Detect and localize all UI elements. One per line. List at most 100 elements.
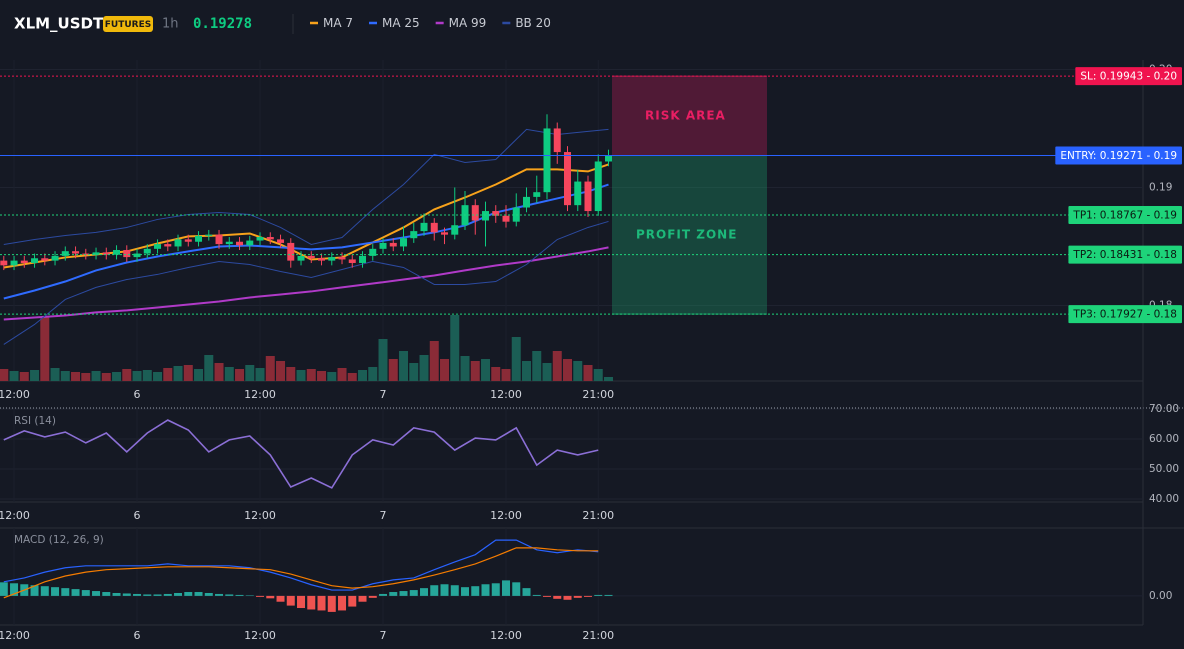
histogram-bar	[51, 587, 60, 596]
histogram-bar	[143, 594, 152, 596]
x-tick-label: 21:00	[582, 509, 614, 522]
volume-bar	[276, 361, 286, 381]
histogram-bar	[174, 592, 183, 596]
histogram-bar	[133, 593, 142, 596]
volume-bar	[101, 373, 111, 381]
histogram-bar	[471, 586, 480, 596]
histogram-bar	[532, 594, 541, 596]
candle-body	[133, 253, 141, 258]
volume-bar	[50, 368, 60, 381]
last-price: 0.19278	[193, 16, 252, 32]
histogram-bar	[307, 595, 316, 610]
level-label: ENTRY: 0.19271 - 0.19	[1060, 150, 1177, 162]
histogram-bar	[594, 594, 603, 596]
histogram-bar	[0, 582, 8, 596]
volume-bar	[552, 351, 562, 381]
volume-bar	[265, 356, 275, 381]
histogram-bar	[584, 595, 593, 597]
volume-bar	[91, 371, 101, 381]
histogram-bar	[235, 594, 244, 596]
histogram-bar	[420, 588, 429, 596]
volume-bar	[71, 372, 81, 381]
histogram-bar	[409, 590, 418, 596]
candle-body	[369, 248, 377, 256]
histogram-bar	[204, 592, 213, 596]
volume-bar	[183, 365, 193, 381]
volume-bar	[573, 361, 583, 381]
y-tick-label: 70.00	[1149, 403, 1179, 415]
candle-body	[533, 192, 541, 197]
histogram-bar	[450, 585, 459, 596]
histogram-bar	[40, 586, 49, 596]
histogram-bar	[573, 595, 582, 598]
candle-body	[92, 252, 100, 255]
candle-body	[41, 258, 49, 261]
histogram-bar	[440, 584, 449, 596]
volume-bar	[358, 370, 368, 381]
volume-bar	[40, 317, 50, 381]
candle-body	[61, 251, 69, 256]
x-tick-label: 6	[134, 629, 141, 642]
volume-bar	[440, 359, 450, 381]
volume-bar	[0, 369, 9, 381]
volume-bar	[9, 371, 19, 381]
candle-body	[277, 239, 285, 243]
volume-bar	[481, 359, 491, 381]
volume-bar	[204, 355, 214, 381]
volume-bar	[235, 369, 245, 381]
volume-bar	[296, 370, 306, 381]
candle-body	[266, 237, 274, 240]
histogram-bar	[10, 583, 19, 596]
zone-label: PROFIT ZONE	[636, 227, 737, 241]
candle-body	[400, 238, 408, 247]
x-tick-label: 12:00	[490, 629, 522, 642]
candle-body	[553, 128, 561, 153]
zone	[612, 76, 767, 156]
volume-bar	[470, 361, 480, 381]
candle-body	[205, 234, 213, 236]
candle-body	[348, 259, 356, 263]
level-label-bg	[1068, 205, 1182, 224]
volume-bar	[81, 373, 91, 381]
histogram-bar	[379, 593, 388, 596]
badge: FUTURES	[105, 20, 151, 30]
rsi-line	[3, 419, 599, 489]
volume-bar	[511, 337, 521, 381]
candle-body	[195, 235, 203, 242]
candle-body	[184, 239, 192, 242]
histogram-bar	[368, 595, 377, 598]
candle-body	[410, 231, 418, 239]
histogram-bar	[399, 591, 408, 596]
histogram-bar	[553, 595, 562, 599]
level-label-bg	[1068, 245, 1182, 264]
histogram-bar	[389, 592, 398, 596]
volume-bar	[460, 356, 470, 381]
histogram-bar	[563, 595, 572, 600]
level-label-bg	[1055, 146, 1182, 165]
candle-body	[174, 239, 182, 247]
volume-bar	[122, 369, 132, 381]
volume-bar	[388, 359, 398, 381]
volume-bar	[347, 373, 357, 381]
histogram-bar	[461, 587, 470, 596]
x-tick-label: 21:00	[582, 629, 614, 642]
volume-bar	[501, 369, 511, 381]
histogram-bar	[256, 595, 265, 597]
volume-bar	[337, 368, 347, 381]
histogram-bar	[30, 585, 39, 596]
pane-title: RSI (14)	[14, 415, 56, 427]
legend-label: BB 20	[515, 16, 551, 30]
histogram-bar	[225, 594, 234, 596]
histogram-bar	[338, 595, 347, 611]
volume-bar	[429, 341, 439, 381]
histogram-bar	[61, 588, 70, 596]
candle-body	[564, 152, 572, 206]
volume-bar	[603, 377, 613, 381]
candle-body	[31, 258, 39, 263]
volume-bar	[593, 369, 603, 381]
volume-bar	[583, 365, 593, 381]
volume-bar	[224, 367, 234, 381]
